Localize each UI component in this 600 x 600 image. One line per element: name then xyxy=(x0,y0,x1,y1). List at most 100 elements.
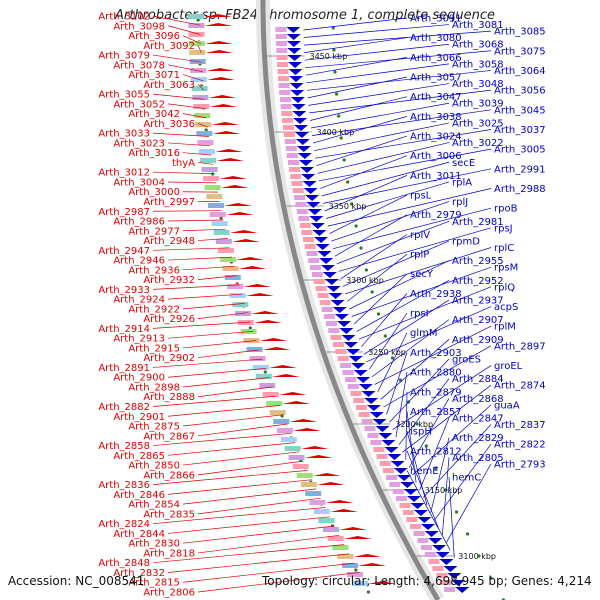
leader-line-reverse xyxy=(312,116,408,144)
forward-gene-arrow xyxy=(259,338,288,341)
feature-block xyxy=(330,335,342,340)
reverse-gene-arrow xyxy=(305,195,320,201)
reverse-gene-arrow xyxy=(372,419,387,425)
gene-label-reverse: Arth_2988 xyxy=(494,184,546,195)
feature-block xyxy=(337,356,349,361)
gene-label-forward: Arth_3063 xyxy=(143,80,195,91)
forward-gene-arrow xyxy=(205,50,234,53)
gene-label-reverse: Arth_3048 xyxy=(452,79,504,90)
reverse-gene-arrow xyxy=(315,244,330,250)
leader-line-reverse xyxy=(342,240,450,287)
reverse-gene-arrow xyxy=(326,286,341,292)
gene-label-reverse: Arth_2829 xyxy=(452,433,504,444)
gene-label-reverse: ispH xyxy=(410,427,432,438)
tick-dot xyxy=(465,532,470,536)
leader-line-forward xyxy=(167,293,243,300)
feature-block xyxy=(284,139,296,144)
forward-gene-arrow xyxy=(268,365,297,368)
tick-dot xyxy=(398,378,402,382)
gene-label-reverse: Arth_2884 xyxy=(452,374,504,385)
feature-block xyxy=(279,90,291,95)
feature-block xyxy=(300,482,317,487)
leader-line-forward xyxy=(167,479,312,495)
gene-label-forward: Arth_3033 xyxy=(98,129,150,140)
reverse-gene-arrow xyxy=(366,405,381,411)
gene-label-reverse: Arth_2874 xyxy=(494,381,546,392)
scale-label: 3300 kbp xyxy=(346,276,384,285)
leader-line-forward xyxy=(152,54,202,63)
feature-block xyxy=(303,237,314,242)
reverse-gene-arrow xyxy=(306,202,321,208)
feature-block xyxy=(278,76,289,81)
feature-block xyxy=(188,32,205,37)
gene-label-reverse: Arth_2837 xyxy=(494,420,546,431)
feature-block xyxy=(428,559,440,564)
gene-label-forward: Arth_2824 xyxy=(98,519,150,530)
feature-block xyxy=(286,153,298,158)
feature-block xyxy=(406,517,418,522)
gene-label-reverse: Arth_2879 xyxy=(410,387,462,398)
leader-line-forward xyxy=(167,256,233,261)
reverse-gene-arrow xyxy=(297,153,312,159)
feature-block xyxy=(192,95,209,100)
scale-label: 3150 kbp xyxy=(425,486,463,495)
reverse-gene-arrow xyxy=(346,349,361,355)
reverse-gene-arrow xyxy=(428,538,443,544)
leader-line-reverse xyxy=(336,220,450,265)
feature-block xyxy=(304,244,316,249)
feature-block xyxy=(246,347,263,352)
gene-label-reverse: rpmD xyxy=(452,236,480,247)
leader-line-forward xyxy=(152,284,240,290)
gene-label-forward: Arth_3092 xyxy=(143,41,195,52)
leader-line-forward xyxy=(152,210,222,212)
gene-label-forward: Arth_2936 xyxy=(128,265,180,276)
gene-label-forward: Arth_3012 xyxy=(98,168,150,179)
leader-line-reverse xyxy=(406,450,439,528)
leader-line-forward xyxy=(197,238,228,241)
feature-block xyxy=(313,509,330,514)
feature-block xyxy=(277,428,293,433)
reverse-gene-arrow xyxy=(290,97,305,103)
leader-line-forward xyxy=(152,395,277,407)
gene-label-forward: Arth_2947 xyxy=(98,246,150,257)
gene-label-reverse: Arth_3047 xyxy=(410,92,462,103)
gene-label-reverse: hemE xyxy=(410,466,439,477)
feature-block xyxy=(309,265,321,270)
reverse-gene-arrow xyxy=(287,55,302,61)
gene-label-reverse: Arth_2981 xyxy=(452,217,504,228)
reverse-gene-arrow xyxy=(443,566,458,572)
leader-line-reverse xyxy=(441,457,450,536)
forward-gene-arrow xyxy=(312,473,341,476)
gene-label-forward: Arth_3000 xyxy=(128,187,180,198)
feature-block xyxy=(191,86,208,91)
feature-block xyxy=(361,419,373,424)
feature-block xyxy=(220,257,237,262)
gene-label-reverse: Arth_2793 xyxy=(494,459,546,470)
reverse-gene-arrow xyxy=(295,139,310,145)
gene-label-reverse: Arth_2937 xyxy=(452,296,504,307)
leader-line-reverse xyxy=(406,470,451,551)
leader-line-reverse xyxy=(317,142,450,174)
feature-block xyxy=(196,131,213,136)
forward-gene-arrow xyxy=(316,482,345,485)
gene-label-reverse: Arth_2857 xyxy=(410,407,462,418)
gene-label-forward: Arth_2932 xyxy=(143,275,195,286)
feature-block xyxy=(301,230,313,235)
leader-line-forward xyxy=(197,84,205,91)
gene-label-reverse: Arth_2897 xyxy=(494,341,546,352)
feature-block xyxy=(402,510,414,515)
feature-block xyxy=(204,185,221,190)
gene-label-reverse: Arth_3056 xyxy=(494,86,546,97)
leader-line-forward xyxy=(182,488,317,505)
reverse-gene-arrow xyxy=(351,363,366,369)
reverse-gene-arrow xyxy=(403,489,418,495)
leader-line-reverse xyxy=(307,76,408,99)
tick-dot xyxy=(339,136,343,140)
gene-label-forward: Arth_3042 xyxy=(128,109,180,120)
feature-block xyxy=(315,286,327,291)
gene-label-forward: Arth_2926 xyxy=(143,314,195,325)
genome-stats-text: Topology: circular; Length: 4,698,945 bp… xyxy=(262,574,592,588)
leader-line-reverse xyxy=(402,384,492,453)
